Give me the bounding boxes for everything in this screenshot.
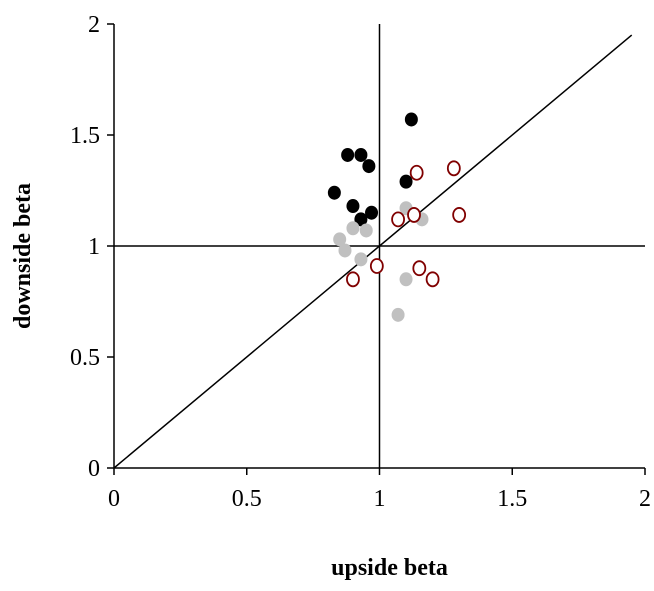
gray-data-point bbox=[346, 221, 360, 236]
gray-data-point bbox=[338, 243, 352, 258]
hollow-data-point bbox=[369, 258, 384, 274]
hollow-data-point bbox=[452, 207, 467, 223]
gray-data-point bbox=[399, 272, 413, 287]
black-data-point bbox=[354, 212, 368, 227]
hollow-data-point bbox=[346, 271, 360, 288]
gray-data-point bbox=[354, 252, 368, 267]
black-data-point bbox=[362, 159, 376, 174]
hollow-data-point bbox=[391, 211, 405, 228]
black-data-point bbox=[404, 112, 418, 127]
y-tick-label: 2 bbox=[88, 12, 100, 38]
black-data-point bbox=[327, 185, 341, 200]
x-tick-label: 1 bbox=[374, 486, 386, 512]
ticks-layer: 0 0.5 1 1.5 2 0 0.5 1 1.5 2 bbox=[70, 12, 651, 512]
y-tick-label: 1 bbox=[88, 234, 100, 260]
black-data-point bbox=[341, 147, 355, 162]
x-tick-label: 1.5 bbox=[497, 486, 527, 512]
y-tick-label: 0.5 bbox=[70, 345, 100, 371]
y-tick-label: 1.5 bbox=[70, 123, 100, 149]
plot-lines bbox=[113, 24, 645, 469]
gray-data-point bbox=[391, 307, 405, 322]
hollow-data-point bbox=[409, 164, 424, 181]
diagonal-reference-line bbox=[113, 34, 633, 469]
hollow-data-point bbox=[425, 271, 440, 288]
gray-data-point bbox=[333, 232, 347, 247]
x-tick-label: 0.5 bbox=[232, 486, 262, 512]
x-tick-label: 0 bbox=[108, 486, 120, 512]
y-tick-label: 0 bbox=[88, 456, 100, 482]
x-tick-label: 2 bbox=[639, 486, 651, 512]
x-axis-title: upside beta bbox=[331, 555, 448, 581]
hollow-data-point bbox=[412, 260, 427, 277]
gray-data-point bbox=[359, 223, 373, 238]
black-data-point bbox=[346, 199, 360, 214]
hollow-data-point bbox=[407, 207, 421, 223]
points-layer bbox=[327, 112, 467, 322]
y-axis-title: downside beta bbox=[10, 183, 36, 329]
black-data-point bbox=[399, 174, 413, 189]
black-data-point bbox=[354, 147, 368, 162]
hollow-data-point bbox=[446, 160, 461, 177]
black-data-point bbox=[365, 205, 379, 220]
